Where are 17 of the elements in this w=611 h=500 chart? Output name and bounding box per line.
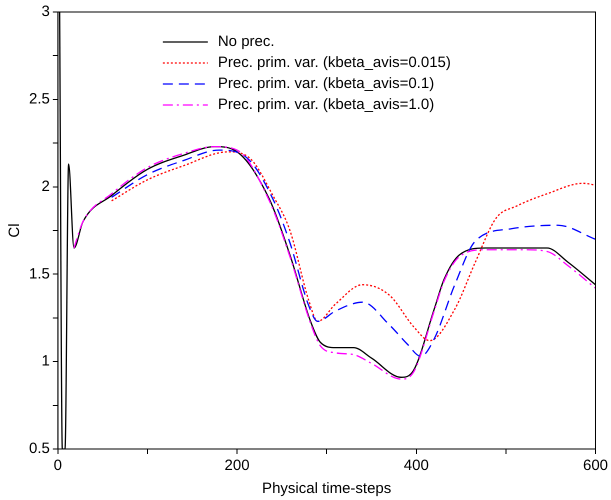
legend-label: Prec. prim. var. (kbeta_avis=0.1) [218, 75, 434, 92]
x-tick-label: 0 [54, 457, 62, 474]
x-tick-label: 600 [582, 457, 608, 474]
y-tick-label: 1.5 [28, 265, 50, 282]
x-tick-label: 200 [224, 457, 250, 474]
line-series [73, 146, 596, 380]
y-tick-label: 1 [42, 352, 50, 370]
y-tick-label: 2 [42, 178, 50, 195]
x-axis-title: Physical time-steps [262, 480, 392, 498]
y-tick-label: 2.5 [28, 90, 50, 108]
legend-label: No prec. [218, 33, 275, 50]
legend-label: Prec. prim. var. (kbeta_avis=1.0) [218, 96, 434, 114]
legend-label: Prec. prim. var. (kbeta_avis=0.015) [218, 54, 451, 72]
y-axis-title: Cl [6, 223, 24, 238]
x-tick-label: 400 [404, 457, 429, 474]
y-tick-label: 0.5 [28, 440, 50, 458]
y-tick-label: 3 [42, 3, 50, 20]
